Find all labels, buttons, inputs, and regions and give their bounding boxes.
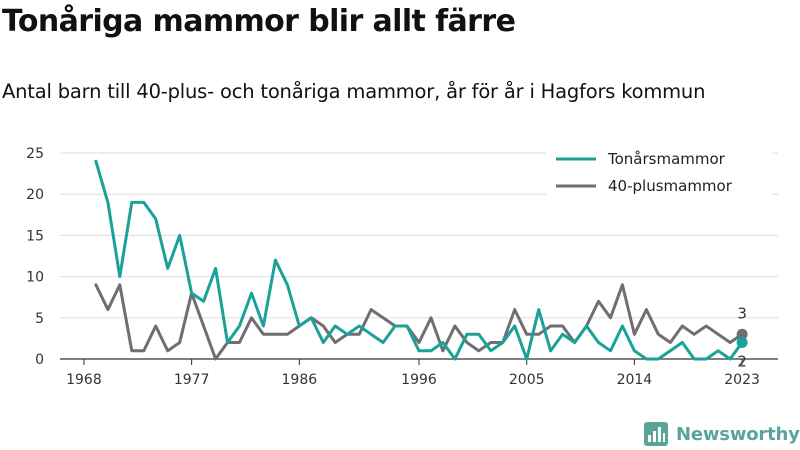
end-label-40-plusmammor: 3 (737, 304, 747, 322)
chart-title: Tonåriga mammor blir allt färre (2, 4, 516, 39)
legend-label: 40-plusmammor (608, 177, 733, 195)
legend-label: Tonårsmammor (607, 150, 726, 168)
x-tick-label: 1968 (66, 372, 102, 388)
x-tick-label: 1977 (174, 372, 210, 388)
end-marker-40-plusmammor (736, 328, 748, 340)
x-tick-label: 2005 (509, 372, 545, 388)
y-tick-label: 15 (26, 228, 44, 244)
end-marker-tonårsmammor (736, 337, 748, 349)
y-tick-label: 10 (26, 270, 44, 286)
legend-background (546, 143, 772, 207)
end-label-tonarsmammor: 2 (737, 353, 747, 371)
x-tick-label: 2014 (617, 372, 653, 388)
y-tick-label: 0 (35, 352, 44, 368)
y-tick-label: 5 (35, 311, 44, 327)
brand-name: Newsworthy (676, 423, 800, 445)
x-tick-label: 2023 (724, 372, 760, 388)
x-tick-label: 1996 (401, 372, 437, 388)
newsworthy-logo-icon (644, 422, 668, 446)
y-axis-ticks: 0 5 10 15 20 25 (26, 146, 44, 368)
chart-subtitle: Antal barn till 40-plus- och tonåriga ma… (2, 80, 706, 103)
y-tick-label: 20 (26, 187, 44, 203)
series-line-40-plusmammor (94, 283, 744, 361)
end-markers: 32 (736, 304, 748, 371)
legend: Tonårsmammor 40-plusmammor (546, 143, 772, 207)
x-tick-label: 1986 (282, 372, 318, 388)
newsworthy-brand[interactable]: Newsworthy (644, 420, 800, 448)
series-line-tonårsmammor (94, 159, 744, 361)
y-tick-label: 25 (26, 146, 44, 162)
series-lines (94, 159, 744, 361)
x-axis-ticks: 1968 1977 1986 1996 2005 2014 2023 (66, 359, 760, 388)
